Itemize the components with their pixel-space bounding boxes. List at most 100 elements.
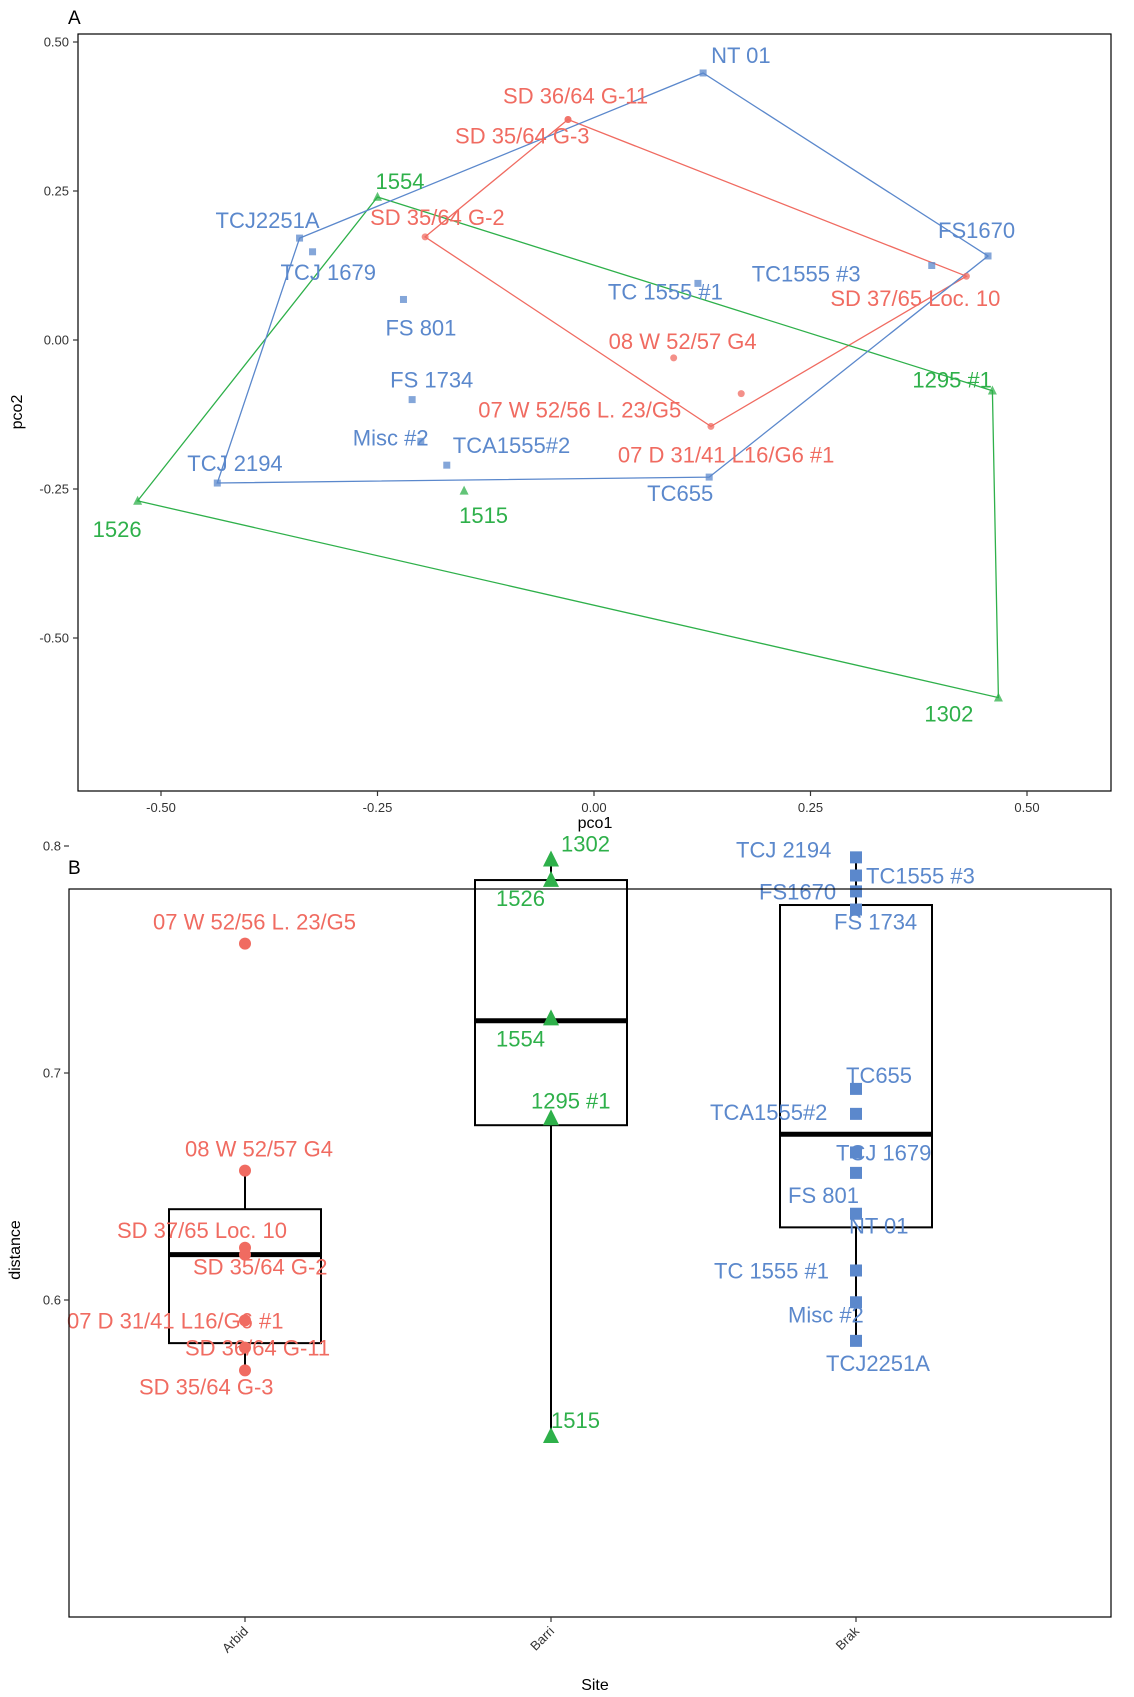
label-fs-1734: FS 1734 <box>390 368 473 393</box>
point-tc-1555-1 <box>694 279 702 287</box>
point-1515 <box>459 485 469 495</box>
label-1295-1: 1295 #1 <box>912 368 992 393</box>
panel-b-x-ticks: Arbid Barri Brak <box>219 1617 862 1656</box>
panel-a-x-title: pco1 <box>578 815 613 832</box>
point-1295-1 <box>543 1109 559 1126</box>
label-fs-801: FS 801 <box>788 1183 859 1208</box>
point-tcj-2194 <box>850 851 862 864</box>
label-1515: 1515 <box>459 503 508 528</box>
label-tcj-1679: TCJ 1679 <box>836 1140 931 1165</box>
point-fs1670 <box>850 885 862 898</box>
x-tick-label: -0.25 <box>363 800 393 815</box>
label-07-d-31-41-l16-g6-1: 07 D 31/41 L16/G6 #1 <box>618 442 835 467</box>
y-tick-label: -0.25 <box>39 482 69 497</box>
label-sd-36-64-g-11: SD 36/64 G-11 <box>185 1336 330 1361</box>
x-tick-label-brak: Brak <box>833 1623 863 1653</box>
hull-arbid <box>424 118 968 428</box>
label-tca1555-2: TCA1555#2 <box>710 1100 827 1125</box>
point-misc-2 <box>850 1296 862 1309</box>
panel-b-boxes <box>168 857 933 1437</box>
label-misc-2: Misc #2 <box>788 1302 864 1327</box>
point-nt-01 <box>850 1207 862 1220</box>
point-fs1670 <box>984 252 992 260</box>
label-sd-35-64-g-2: SD 35/64 G-2 <box>193 1255 328 1280</box>
x-tick-label-barri: Barri <box>527 1623 557 1653</box>
label-1554: 1554 <box>496 1027 545 1052</box>
label-fs1670: FS1670 <box>938 218 1015 243</box>
x-tick-label-arbid: Arbid <box>219 1624 251 1656</box>
point-fs-1734 <box>850 903 862 916</box>
point-tc1555-3 <box>850 869 862 882</box>
point-1554 <box>373 191 382 201</box>
label-07-w-52-56-l-23-g5: 07 W 52/56 L. 23/G5 <box>153 910 356 935</box>
x-tick-label: -0.50 <box>146 800 176 815</box>
label-1554: 1554 <box>376 169 425 194</box>
point-fs-801 <box>399 295 407 303</box>
y-tick-label: -0.50 <box>39 631 69 646</box>
label-1302: 1302 <box>924 702 973 727</box>
label-sd-37-65-loc-10: SD 37/65 Loc. 10 <box>117 1218 287 1243</box>
point-08-w-52-57-g4 <box>670 354 678 362</box>
point-misc-2 <box>417 437 425 445</box>
point-07-d-31-41-l16-g6-1 <box>239 1314 251 1327</box>
point-sd-35-64-g-3 <box>564 115 572 123</box>
y-tick-label: 0.7 <box>43 1066 61 1081</box>
point-1295-1 <box>987 385 997 395</box>
point-tcj-1679 <box>309 248 317 256</box>
label-tcj-1679: TCJ 1679 <box>281 260 376 285</box>
y-tick-label: 0.00 <box>44 333 69 348</box>
point-1302 <box>543 850 559 867</box>
point-nt-01 <box>699 69 707 77</box>
label-tcj2251a: TCJ2251A <box>826 1351 930 1376</box>
panel-b-labels: 07 W 52/56 L. 23/G5 08 W 52/57 G4 SD 37/65… <box>67 832 975 1434</box>
point-tc655 <box>705 473 713 481</box>
y-tick-label: 0.25 <box>44 184 69 199</box>
point-07-w-52-56-l-23-g5 <box>239 937 251 950</box>
box-barri <box>474 859 628 1437</box>
panel-a: A NT 01 FS1670 TC1555 #3 TCJ2251A TCJ 1679 FS… <box>9 8 1112 832</box>
label-tcj2251a: TCJ2251A <box>216 208 320 233</box>
label-tc-1555-1: TC 1555 #1 <box>714 1258 829 1283</box>
panel-b-x-title: Site <box>581 1677 609 1694</box>
label-tc655: TC655 <box>647 481 713 506</box>
panel-a-labels: NT 01 FS1670 TC1555 #3 TCJ2251A TCJ 1679 FS 8… <box>93 43 1015 727</box>
label-08-w-52-57-g4: 08 W 52/57 G4 <box>185 1137 333 1162</box>
y-tick-label: 0.8 <box>43 839 61 854</box>
label-tc1555-3: TC1555 #3 <box>752 262 861 287</box>
x-tick-label: 0.00 <box>581 800 606 815</box>
point-tcj2251a <box>850 1334 862 1347</box>
point-08-w-52-57-g4 <box>239 1164 251 1177</box>
iqr-box <box>474 879 628 1127</box>
point-sd-37-65-loc-10 <box>962 272 970 280</box>
label-fs-1734: FS 1734 <box>834 910 917 935</box>
panel-a-x-ticks: -0.50 -0.25 0.00 0.25 0.50 <box>146 791 1040 815</box>
point-tca1555-2 <box>850 1107 862 1120</box>
label-misc-2: Misc #2 <box>353 425 429 450</box>
point-tcj-1679 <box>850 1146 862 1159</box>
panel-b-tag: B <box>68 858 81 879</box>
point-1515 <box>543 1427 559 1444</box>
y-tick-label: 0.6 <box>43 1293 61 1308</box>
panel-a-hulls <box>136 72 1000 699</box>
label-sd-35-64-g-2: SD 35/64 G-2 <box>370 205 505 230</box>
label-sd-36-64-g-11: SD 36/64 G-11 <box>503 83 648 108</box>
point-tca1555-2 <box>443 461 451 469</box>
label-1295-1: 1295 #1 <box>531 1088 611 1113</box>
label-fs-801: FS 801 <box>385 315 456 340</box>
label-1302: 1302 <box>561 832 610 857</box>
point-1302 <box>993 692 1003 702</box>
panel-b-points <box>239 850 862 1444</box>
label-sd-35-64-g-3: SD 35/64 G-3 <box>139 1374 274 1399</box>
panel-b-frame <box>68 888 1112 1618</box>
label-tca1555-2: TCA1555#2 <box>453 433 570 458</box>
label-tcj-2194: TCJ 2194 <box>736 837 831 862</box>
x-tick-label: 0.25 <box>798 800 823 815</box>
panel-b: B 07 W 52/56 L. 23/G5 08 W 52/57 G4 SD 37/… <box>7 832 1112 1694</box>
point-1526 <box>133 495 143 505</box>
label-08-w-52-57-g4: 08 W 52/57 G4 <box>609 329 757 354</box>
point-tc655 <box>850 1082 862 1095</box>
label-1515: 1515 <box>551 1408 600 1433</box>
point-07-w-52-56-l-23-g5 <box>737 390 745 398</box>
y-tick-label: 0.50 <box>44 35 69 50</box>
